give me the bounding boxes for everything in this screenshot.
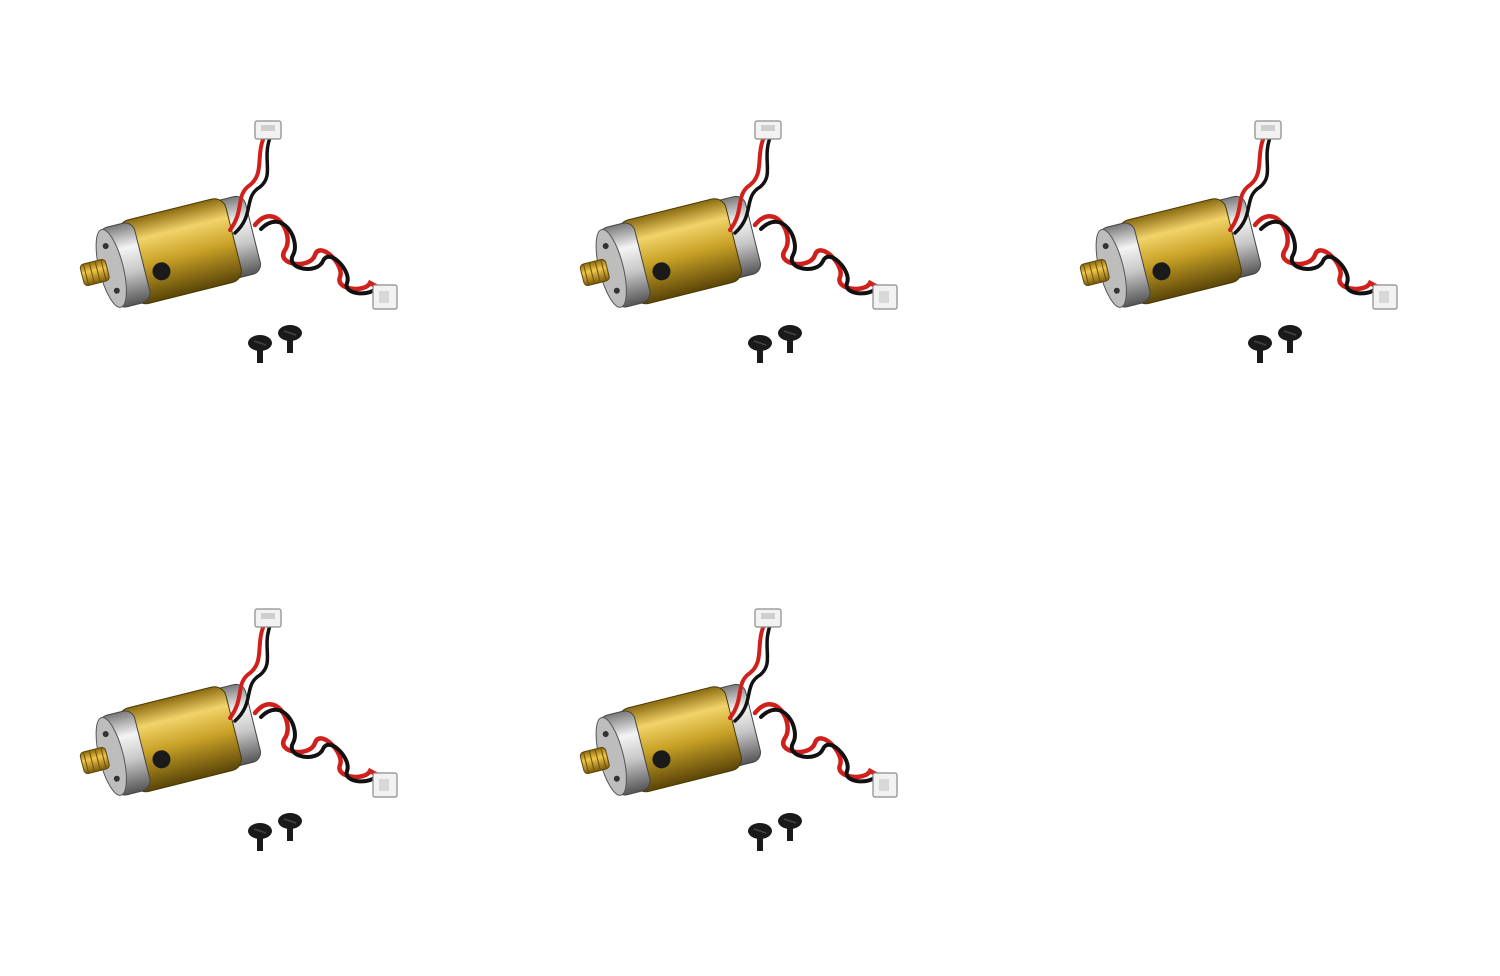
motor-body [79, 683, 261, 796]
motor-set [65, 603, 405, 863]
lower-wire-lead [752, 214, 898, 310]
motor-body [579, 683, 761, 796]
motor-body [1079, 195, 1261, 308]
upper-wire-lead [728, 120, 782, 235]
lower-wire-lead [752, 702, 898, 798]
motor-set [565, 603, 905, 863]
screws [248, 325, 302, 363]
upper-wire-lead [1228, 120, 1282, 235]
motor-set [565, 115, 905, 375]
screws [1248, 325, 1302, 363]
upper-wire-lead [728, 608, 782, 723]
lower-wire-lead [1252, 214, 1398, 310]
screws [248, 813, 302, 851]
motor-body [579, 195, 761, 308]
lower-wire-lead [252, 702, 398, 798]
motor-set [1065, 115, 1405, 375]
screws [748, 813, 802, 851]
upper-wire-lead [228, 120, 282, 235]
upper-wire-lead [228, 608, 282, 723]
motor-body [79, 195, 261, 308]
screws [748, 325, 802, 363]
lower-wire-lead [252, 214, 398, 310]
motor-set [65, 115, 405, 375]
